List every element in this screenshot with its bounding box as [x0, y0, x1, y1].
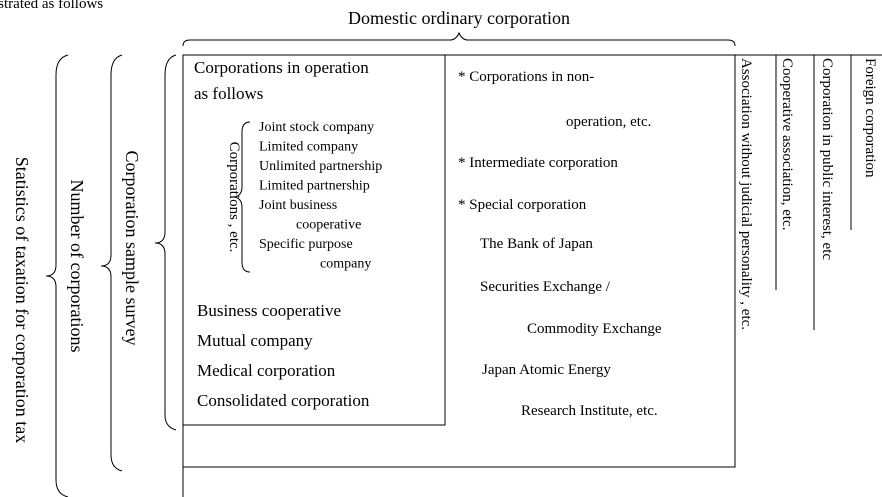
operation-item: Medical corporation: [197, 361, 336, 380]
group-item: Joint stock company: [259, 120, 374, 135]
brace-3: [154, 54, 177, 431]
brace-1: [45, 54, 69, 497]
other-item: The Bank of Japan: [480, 236, 593, 252]
group-item: Unlimited partnership: [259, 159, 382, 174]
column-dividers: [775, 55, 852, 330]
caption: istrated as follows: [0, 0, 103, 12]
other-item: Commodity Exchange: [527, 321, 662, 337]
operation-item: Consolidated corporation: [197, 391, 370, 410]
left-label: Statistics of taxation for corporation t…: [12, 157, 32, 443]
other-item: operation, etc.: [566, 114, 651, 130]
operation-item: Business cooperative: [197, 301, 341, 320]
group-item: Joint business: [259, 198, 337, 213]
operation-title: as follows: [194, 84, 263, 103]
other-item: * Intermediate corporation: [458, 155, 618, 171]
group-item: cooperative: [296, 218, 361, 233]
other-item: * Special corporation: [458, 197, 587, 213]
operation-item: Mutual company: [197, 331, 313, 350]
column-label: Association without judicial personality…: [738, 58, 754, 330]
column-label: Cooperative association, etc.: [779, 58, 795, 230]
other-item: Japan Atomic Energy: [482, 362, 611, 378]
group-item: company: [320, 257, 371, 272]
top-brace: [182, 31, 736, 47]
other-item: * Corporations in non-: [458, 69, 594, 85]
group-label: Corporations , etc.: [226, 142, 242, 253]
other-item: Securities Exchange /: [480, 279, 611, 295]
group-item: Limited company: [259, 140, 358, 155]
column-label: Foreign corporation: [862, 58, 878, 178]
operation-title: Corporations in operation: [194, 58, 369, 77]
brace-2: [100, 54, 123, 472]
top-label: Domestic ordinary corporation: [348, 8, 570, 28]
group-item: Limited partnership: [259, 179, 370, 194]
operation-box: [182, 54, 446, 426]
other-item: Research Institute, etc.: [521, 403, 658, 419]
brace-small: [233, 121, 251, 273]
group-item: Specific purpose: [259, 237, 353, 252]
column-label: Corporation in public interest, etc: [819, 58, 835, 260]
left-label: Corporation sample survey: [122, 151, 142, 346]
left-label: Number of corporations: [67, 180, 87, 353]
